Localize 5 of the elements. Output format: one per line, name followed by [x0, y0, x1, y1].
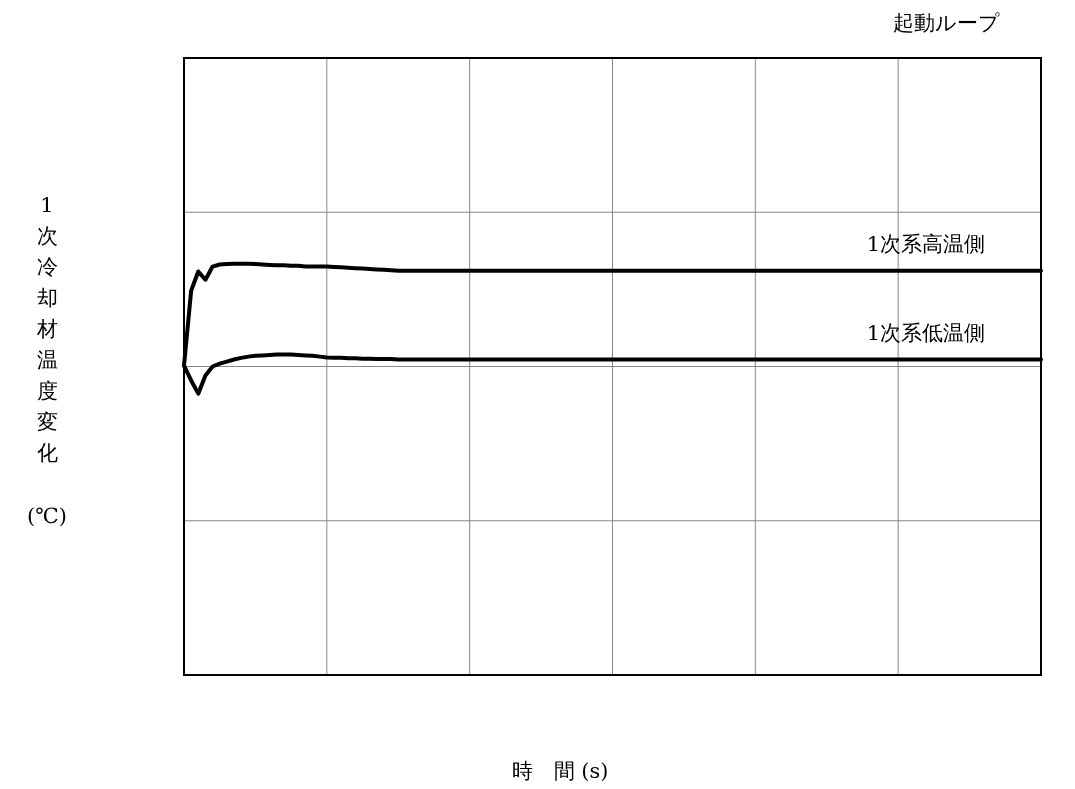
series-label: 1次系高温側 — [866, 231, 985, 256]
x-axis-title: 時 間 (s) — [511, 759, 609, 783]
chart-title: 起動ループ — [893, 11, 1000, 35]
text: 1次冷却材温度変化 (℃) — [27, 193, 67, 528]
series-label: 1次系低温側 — [866, 320, 985, 345]
